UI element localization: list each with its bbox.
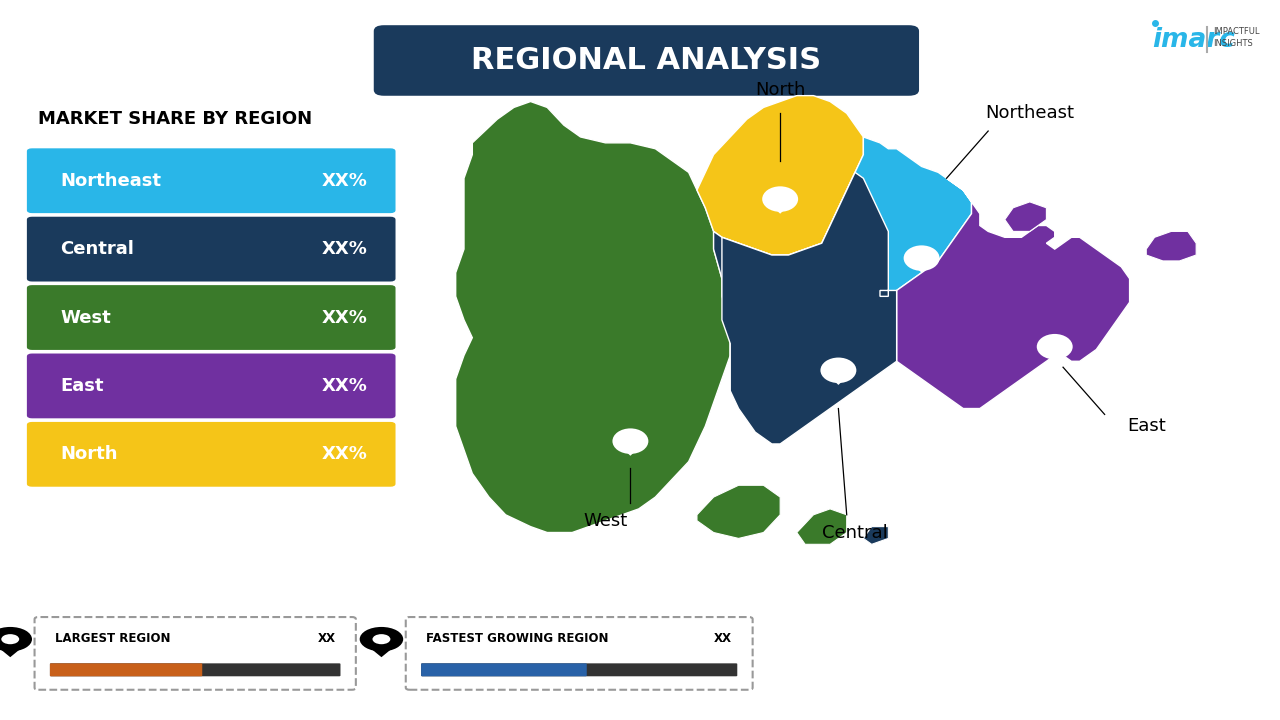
Polygon shape (0, 646, 24, 657)
Polygon shape (618, 445, 643, 456)
FancyBboxPatch shape (27, 354, 396, 418)
FancyBboxPatch shape (27, 285, 396, 350)
Polygon shape (864, 526, 888, 544)
FancyBboxPatch shape (50, 663, 340, 676)
Circle shape (1, 634, 19, 644)
Polygon shape (456, 102, 730, 533)
FancyBboxPatch shape (421, 663, 737, 676)
Circle shape (820, 358, 856, 383)
Circle shape (372, 634, 390, 644)
Polygon shape (910, 261, 933, 273)
Text: IMPACTFUL
INSIGHTS: IMPACTFUL INSIGHTS (1213, 27, 1260, 48)
Text: MARKET SHARE BY REGION: MARKET SHARE BY REGION (38, 110, 312, 128)
Polygon shape (714, 172, 888, 438)
Polygon shape (827, 374, 850, 385)
Text: XX: XX (317, 632, 335, 645)
Polygon shape (796, 509, 847, 544)
FancyBboxPatch shape (50, 663, 202, 676)
Text: FASTEST GROWING REGION: FASTEST GROWING REGION (426, 632, 609, 645)
Text: West: West (60, 308, 111, 326)
Text: XX%: XX% (321, 445, 367, 464)
Polygon shape (698, 96, 864, 255)
FancyBboxPatch shape (406, 617, 753, 690)
Text: Central: Central (60, 240, 134, 258)
Circle shape (1037, 334, 1073, 359)
Text: Northeast: Northeast (60, 171, 161, 189)
Text: XX: XX (714, 632, 732, 645)
FancyBboxPatch shape (27, 422, 396, 487)
Polygon shape (896, 179, 1129, 408)
FancyBboxPatch shape (374, 25, 919, 96)
Circle shape (762, 186, 799, 212)
Text: LARGEST REGION: LARGEST REGION (55, 632, 170, 645)
Text: Central: Central (822, 523, 888, 541)
Text: XX%: XX% (321, 377, 367, 395)
Polygon shape (698, 485, 781, 539)
FancyBboxPatch shape (27, 217, 396, 282)
Circle shape (0, 627, 32, 652)
Text: East: East (60, 377, 104, 395)
FancyBboxPatch shape (421, 663, 586, 676)
Text: XX%: XX% (321, 308, 367, 326)
Polygon shape (1005, 202, 1047, 231)
Text: imarc: imarc (1152, 27, 1235, 53)
Text: East: East (1126, 418, 1166, 435)
Text: Northeast: Northeast (986, 104, 1074, 122)
Text: XX%: XX% (321, 171, 367, 189)
Polygon shape (1043, 350, 1066, 361)
Circle shape (904, 246, 940, 271)
Polygon shape (855, 137, 972, 297)
Circle shape (612, 428, 649, 454)
Text: West: West (584, 512, 627, 530)
Polygon shape (768, 202, 792, 214)
Text: XX%: XX% (321, 240, 367, 258)
Polygon shape (367, 646, 396, 657)
Text: North: North (60, 445, 118, 464)
Text: REGIONAL ANALYSIS: REGIONAL ANALYSIS (471, 46, 822, 75)
Circle shape (360, 627, 403, 652)
FancyBboxPatch shape (27, 148, 396, 213)
FancyBboxPatch shape (35, 617, 356, 690)
Polygon shape (1147, 231, 1197, 261)
Text: North: North (755, 81, 805, 99)
Polygon shape (722, 172, 896, 444)
